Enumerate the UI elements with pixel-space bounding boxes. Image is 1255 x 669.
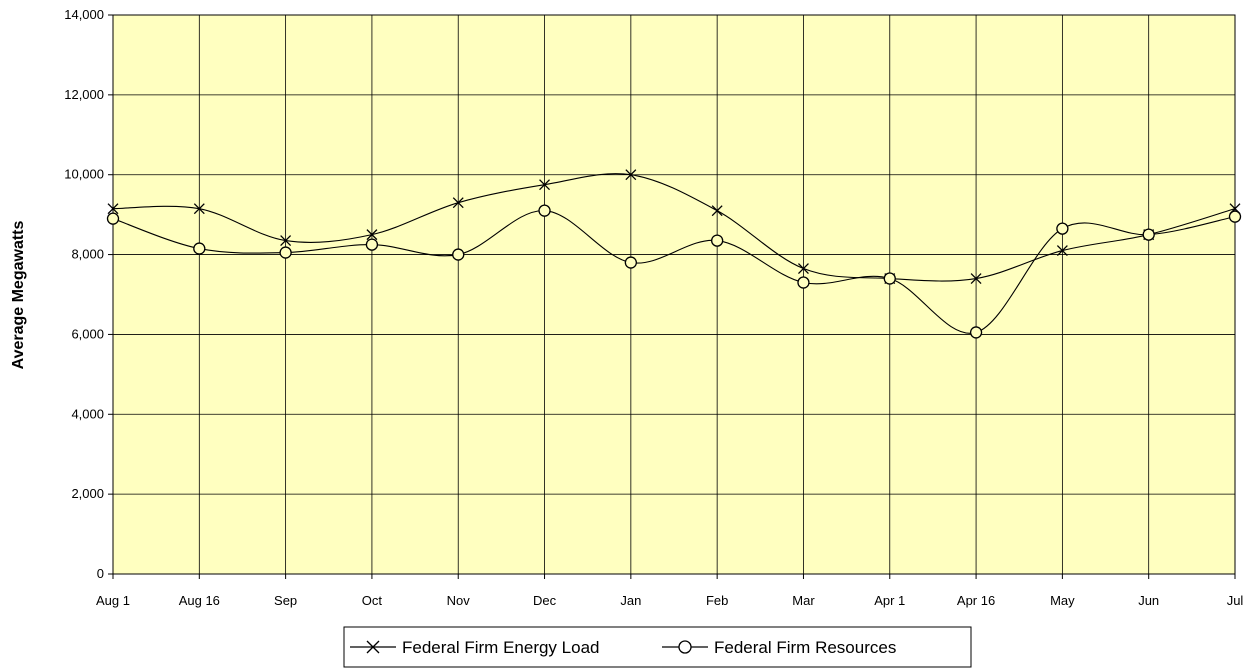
legend-entry: Federal Firm Energy Load (350, 638, 599, 657)
x-tick-label: Dec (533, 593, 557, 608)
circle-marker (1056, 222, 1069, 235)
x-tick-label: Jul (1227, 593, 1244, 608)
x-marker (366, 229, 378, 241)
legend: Federal Firm Energy Load Federal Firm Res… (343, 626, 972, 668)
series-0 (107, 169, 1241, 284)
x-marker (107, 203, 119, 215)
y-tick-label: 4,000 (71, 406, 104, 421)
y-tick-label: 6,000 (71, 326, 104, 341)
x-marker-stroke (711, 205, 723, 217)
circle-marker (452, 248, 465, 261)
x-marker-stroke (625, 169, 637, 181)
circle-marker (279, 246, 292, 259)
x-tick-label: Aug 16 (179, 593, 220, 608)
y-tick-label: 10,000 (64, 167, 104, 182)
axes: 0 2,000 4,000 6,000 8,000 10,000 12,000 14,000 A… (64, 7, 1243, 608)
x-marker (539, 179, 550, 191)
x-marker (711, 205, 723, 217)
x-marker-stroke (193, 203, 205, 215)
y-tick-label: 14,000 (64, 7, 104, 22)
x-tick-label: Nov (447, 593, 471, 608)
legend-label: Federal Firm Resources (714, 638, 896, 657)
y-axis-title: Average Megawatts (10, 221, 27, 370)
series-1 (106, 204, 1242, 339)
x-tick-label: Mar (792, 593, 815, 608)
legend-swatch-marker (366, 640, 380, 654)
circle-marker (538, 204, 551, 217)
x-marker (280, 235, 292, 247)
series-line (112, 210, 1236, 334)
plot-area-border (112, 14, 1236, 575)
x-marker-stroke (107, 203, 119, 215)
y-tick-label: 0 (97, 566, 104, 581)
circle-marker (1142, 228, 1155, 241)
x-marker-stroke (366, 229, 378, 241)
circle-marker (797, 276, 810, 289)
x-tick-label: May (1050, 593, 1075, 608)
x-tick-label: Jun (1138, 593, 1159, 608)
series-layer (106, 169, 1242, 339)
x-marker-stroke (280, 235, 292, 247)
x-marker-stroke (798, 263, 809, 275)
x-tick-label: Jan (620, 593, 641, 608)
y-tick-label: 2,000 (71, 486, 104, 501)
x-marker (1056, 245, 1068, 257)
x-tick-label: Feb (706, 593, 728, 608)
legend-label: Federal Firm Energy Load (402, 638, 599, 657)
circle-marker (969, 326, 983, 339)
x-marker (193, 203, 205, 215)
series-line (112, 173, 1236, 282)
circle-marker (106, 212, 120, 225)
legend-swatch-marker (678, 640, 692, 654)
x-marker (625, 169, 637, 181)
x-marker (798, 263, 809, 275)
x-marker (970, 273, 982, 284)
circle-marker (1228, 210, 1242, 223)
circle-marker (365, 238, 379, 251)
plot-area-background (113, 15, 1235, 574)
x-tick-label: Aug 1 (96, 593, 130, 608)
y-tick-label: 12,000 (64, 87, 104, 102)
x-marker-stroke (452, 197, 464, 209)
x-tick-label: Apr 1 (874, 593, 905, 608)
x-marker (452, 197, 464, 209)
legend-box (343, 626, 972, 668)
legend-entry: Federal Firm Resources (662, 638, 896, 657)
circle-marker (883, 272, 896, 285)
circle-marker (624, 256, 637, 269)
y-tick-label: 8,000 (71, 247, 104, 262)
x-tick-label: Apr 16 (957, 593, 995, 608)
x-tick-label: Oct (362, 593, 383, 608)
x-marker-stroke (539, 179, 550, 191)
x-marker-stroke (970, 273, 982, 284)
x-tick-label: Sep (274, 593, 297, 608)
x-marker-stroke (1056, 245, 1068, 257)
circle-marker (193, 242, 206, 255)
circle-marker (711, 234, 724, 247)
